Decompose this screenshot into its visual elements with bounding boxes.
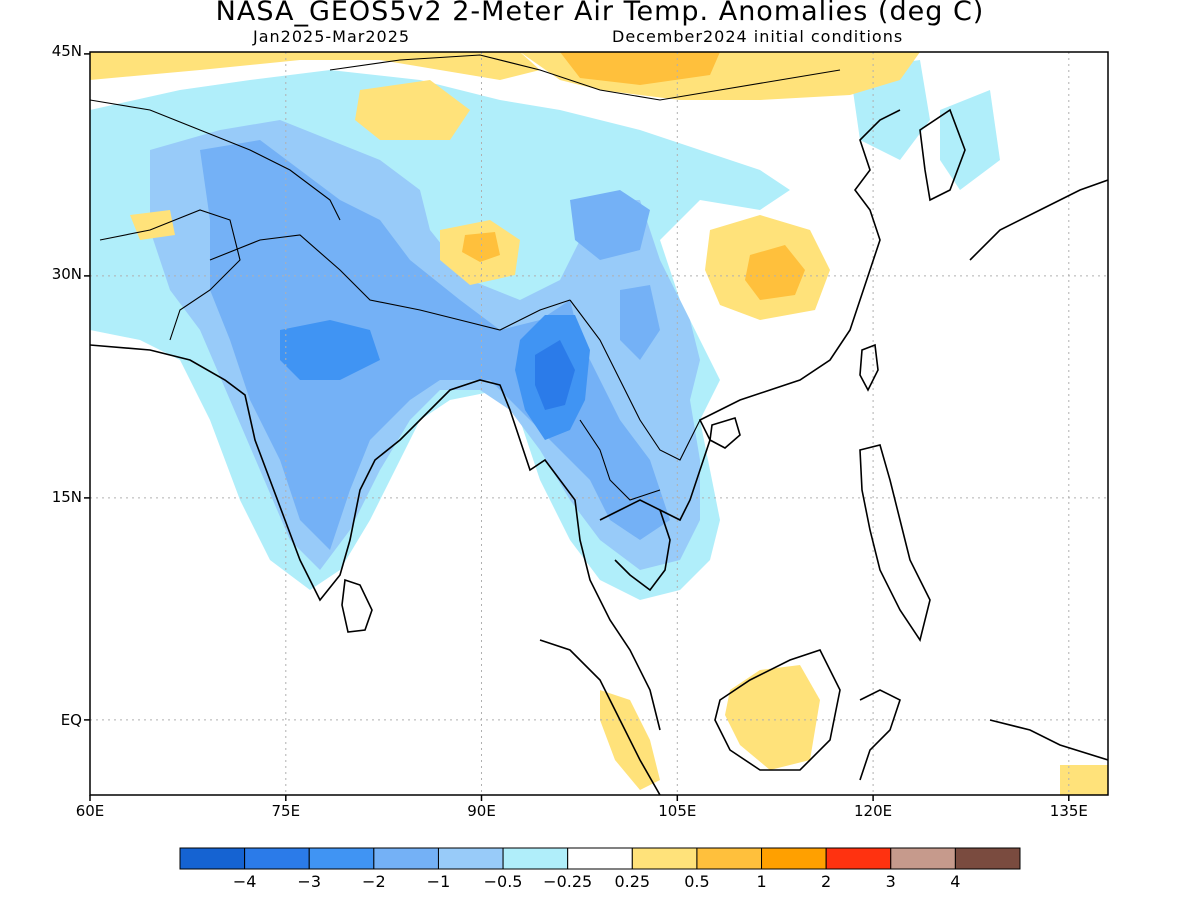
coast-sumatra	[539, 639, 661, 795]
coast-hainan	[709, 416, 741, 449]
borders	[90, 54, 841, 501]
lat-label: 30N	[51, 264, 82, 283]
lon-label: 75E	[271, 802, 301, 820]
coast-taiwan	[859, 343, 879, 392]
colorbar-label: 0.5	[684, 872, 710, 891]
anomaly-region-warm	[560, 52, 720, 85]
anomaly-region-slight-cool	[940, 90, 1000, 190]
map-title: NASA_GEOS5v2 2-Meter Air Temp. Anomalies…	[215, 0, 985, 27]
border-china-mongolia	[329, 54, 841, 101]
lat-label: 45N	[51, 42, 82, 60]
coast-borneo	[714, 649, 841, 771]
anomaly-region-deep-cold	[535, 340, 575, 410]
colorbar-swatch	[696, 847, 763, 870]
coast-indochina	[599, 109, 901, 522]
anomaly-region-slight-warm	[725, 665, 820, 770]
colorbar-swatch	[308, 847, 375, 870]
coast-gulf-thailand	[614, 509, 671, 592]
border-central-asia	[90, 99, 341, 221]
forecast-period: Jan2025-Mar2025	[253, 27, 411, 46]
coast-japan	[969, 179, 1108, 261]
anomaly-region-cold	[200, 140, 670, 550]
axis-ticks	[84, 53, 1070, 801]
coast-south-asia	[90, 344, 661, 731]
colorbar-swatch	[179, 847, 246, 870]
colorbar-swatch	[373, 847, 439, 870]
anomaly-region-slight-warm	[90, 52, 540, 80]
colorbar-label: −3	[297, 872, 322, 891]
colorbar-label: −2	[362, 872, 386, 891]
anomaly-field	[90, 52, 1108, 795]
border-indochina	[569, 299, 701, 461]
colorbar-label: 1	[756, 872, 767, 891]
colorbar-label: −4	[232, 872, 257, 891]
colorbar-label: 3	[885, 872, 896, 891]
lon-label: 120E	[854, 802, 893, 820]
lat-label: 15N	[51, 487, 82, 506]
colorbar-label: −0.25	[543, 872, 593, 891]
anomaly-region-slight-warm	[355, 80, 470, 140]
colorbar-swatch	[567, 847, 633, 870]
coast-sri-lanka	[341, 578, 373, 633]
colorbar-swatch	[890, 847, 956, 870]
colorbar-label: 2	[821, 872, 832, 891]
lon-label: 105E	[658, 802, 697, 820]
anomaly-region-strong-cold	[280, 320, 380, 380]
map-frame	[89, 51, 1109, 796]
initial-conditions: December2024 initial conditions	[612, 27, 904, 46]
colorbar-label: −1	[426, 872, 451, 891]
colorbar-swatch	[825, 847, 892, 870]
lon-label: 60E	[75, 802, 105, 820]
anomaly-region-slight-warm	[1060, 765, 1108, 795]
colorbar-swatch	[502, 847, 569, 870]
lon-label: 90E	[467, 802, 496, 820]
lat-label: EQ	[60, 710, 82, 729]
border-pakistan	[99, 209, 241, 341]
coast-sulawesi	[859, 689, 901, 781]
colorbar-label: −0.5	[483, 872, 523, 891]
coastlines	[90, 108, 1108, 795]
colorbar-swatch	[437, 847, 504, 870]
anomaly-region-cold	[620, 285, 660, 360]
colorbar-label: 4	[950, 872, 961, 891]
colorbar-swatch	[631, 847, 698, 870]
anomaly-region-slight-warm	[130, 210, 175, 240]
colorbar-swatch	[244, 847, 310, 870]
border-thailand	[579, 419, 661, 501]
anomaly-region-cold	[570, 190, 650, 260]
colorbar-swatch	[954, 847, 1021, 870]
lon-label: 135E	[1049, 802, 1088, 820]
colorbar-label: 0.25	[614, 872, 651, 891]
border-himalaya	[209, 234, 571, 331]
grid-lines	[90, 52, 1108, 795]
coast-philippines	[859, 444, 931, 642]
colorbar-swatch	[761, 847, 827, 870]
coast-new-guinea	[989, 719, 1108, 761]
colorbar	[179, 847, 1021, 870]
coast-korea	[919, 108, 966, 202]
anomaly-region-warm	[745, 245, 805, 300]
anomaly-region-warm	[462, 232, 500, 262]
